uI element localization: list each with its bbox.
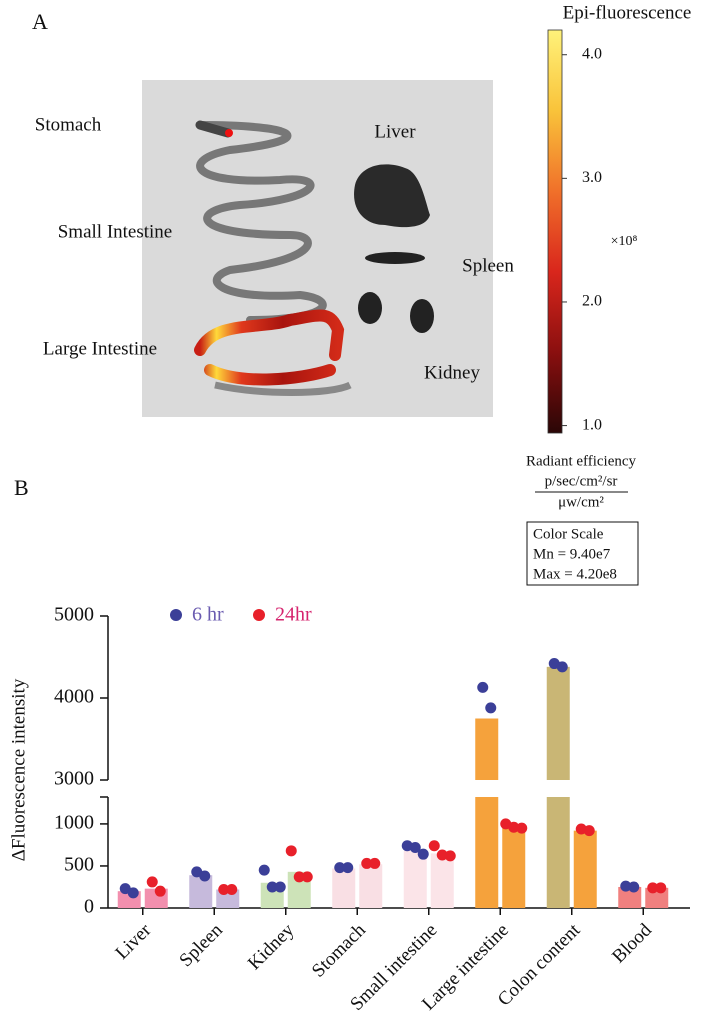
- data-point: [361, 857, 373, 869]
- y-tick-label: 1000: [54, 812, 94, 834]
- data-point: [428, 840, 440, 852]
- data-point: [508, 821, 520, 833]
- unit-numerator: p/sec/cm²/sr: [545, 473, 618, 489]
- organ-label: Stomach: [35, 114, 102, 135]
- y-tick-label: 0: [84, 896, 94, 918]
- data-point: [127, 887, 139, 899]
- data-point: [436, 849, 448, 861]
- bar: [546, 797, 570, 908]
- data-point: [154, 885, 166, 897]
- data-point: [628, 881, 640, 893]
- data-point: [285, 845, 297, 857]
- y-tick-label: 500: [64, 854, 94, 876]
- bar: [618, 886, 642, 908]
- data-point: [409, 841, 421, 853]
- organ-label: Spleen: [462, 255, 514, 276]
- data-point: [266, 881, 278, 893]
- y-axis-label: ΔFluorescence intensity: [8, 678, 29, 861]
- legend-label: 6 hr: [192, 604, 224, 626]
- x-tick-label: Stomach: [308, 919, 370, 981]
- bar: [403, 850, 427, 908]
- bar: [475, 718, 499, 780]
- unit-denominator: μw/cm²: [558, 494, 604, 510]
- bar: [332, 868, 356, 908]
- y-tick-label: 3000: [54, 768, 94, 790]
- organ-image: [142, 80, 493, 417]
- data-point: [334, 862, 346, 874]
- data-point: [301, 871, 313, 883]
- colorbar: [547, 29, 563, 434]
- bar: [189, 875, 213, 908]
- scale-box: [526, 521, 639, 586]
- data-point: [226, 884, 238, 895]
- colorbar-tick-label: 3.0: [582, 169, 602, 186]
- data-point: [620, 880, 632, 892]
- scale-text: Max = 4.20e8: [533, 566, 617, 582]
- organ-label: Liver: [374, 121, 416, 142]
- x-tick-label: Spleen: [175, 919, 227, 971]
- organ-label: Large Intestine: [43, 338, 157, 359]
- legend-label: 24hr: [275, 604, 312, 626]
- data-point: [293, 871, 305, 883]
- data-point: [417, 848, 429, 860]
- data-point: [556, 661, 568, 673]
- data-point: [274, 881, 286, 893]
- data-point: [583, 825, 595, 837]
- data-point: [146, 876, 158, 888]
- colorbar-tick-label: 4.0: [582, 45, 602, 62]
- data-point: [199, 870, 211, 882]
- bar: [573, 830, 597, 908]
- scale-text: Mn = 9.40e7: [533, 546, 611, 562]
- unit-title: Radiant efficiency: [526, 453, 637, 469]
- colorbar-tick-label: 2.0: [582, 293, 602, 310]
- bar: [546, 666, 570, 780]
- x-tick-label: Liver: [111, 919, 155, 963]
- bar: [502, 828, 526, 908]
- data-point: [369, 857, 381, 869]
- colorbar-title: Epi-fluorescence: [563, 2, 692, 23]
- data-point: [647, 882, 659, 894]
- bar: [475, 797, 499, 908]
- y-tick-label: 5000: [54, 604, 94, 626]
- panel-label: B: [14, 475, 29, 500]
- data-point: [477, 681, 489, 693]
- data-point: [342, 862, 354, 874]
- data-point: [444, 850, 456, 862]
- data-point: [516, 822, 528, 834]
- legend-marker: [170, 609, 182, 621]
- y-tick-label: 4000: [54, 686, 94, 708]
- colorbar-multiplier: ×10⁸: [611, 234, 638, 249]
- data-point: [485, 702, 497, 714]
- x-tick-label: Kidney: [244, 919, 299, 974]
- data-point: [258, 864, 270, 876]
- bar: [359, 864, 383, 908]
- organ-label: Kidney: [424, 362, 480, 383]
- panel-label: A: [32, 9, 48, 34]
- organ-label: Small Intestine: [58, 221, 173, 242]
- legend-marker: [253, 609, 265, 621]
- data-point: [655, 882, 667, 894]
- scale-text: Color Scale: [533, 526, 604, 542]
- colorbar-tick-label: 1.0: [582, 416, 602, 433]
- data-point: [218, 884, 230, 895]
- bar: [430, 853, 454, 908]
- x-tick-label: Blood: [608, 919, 656, 967]
